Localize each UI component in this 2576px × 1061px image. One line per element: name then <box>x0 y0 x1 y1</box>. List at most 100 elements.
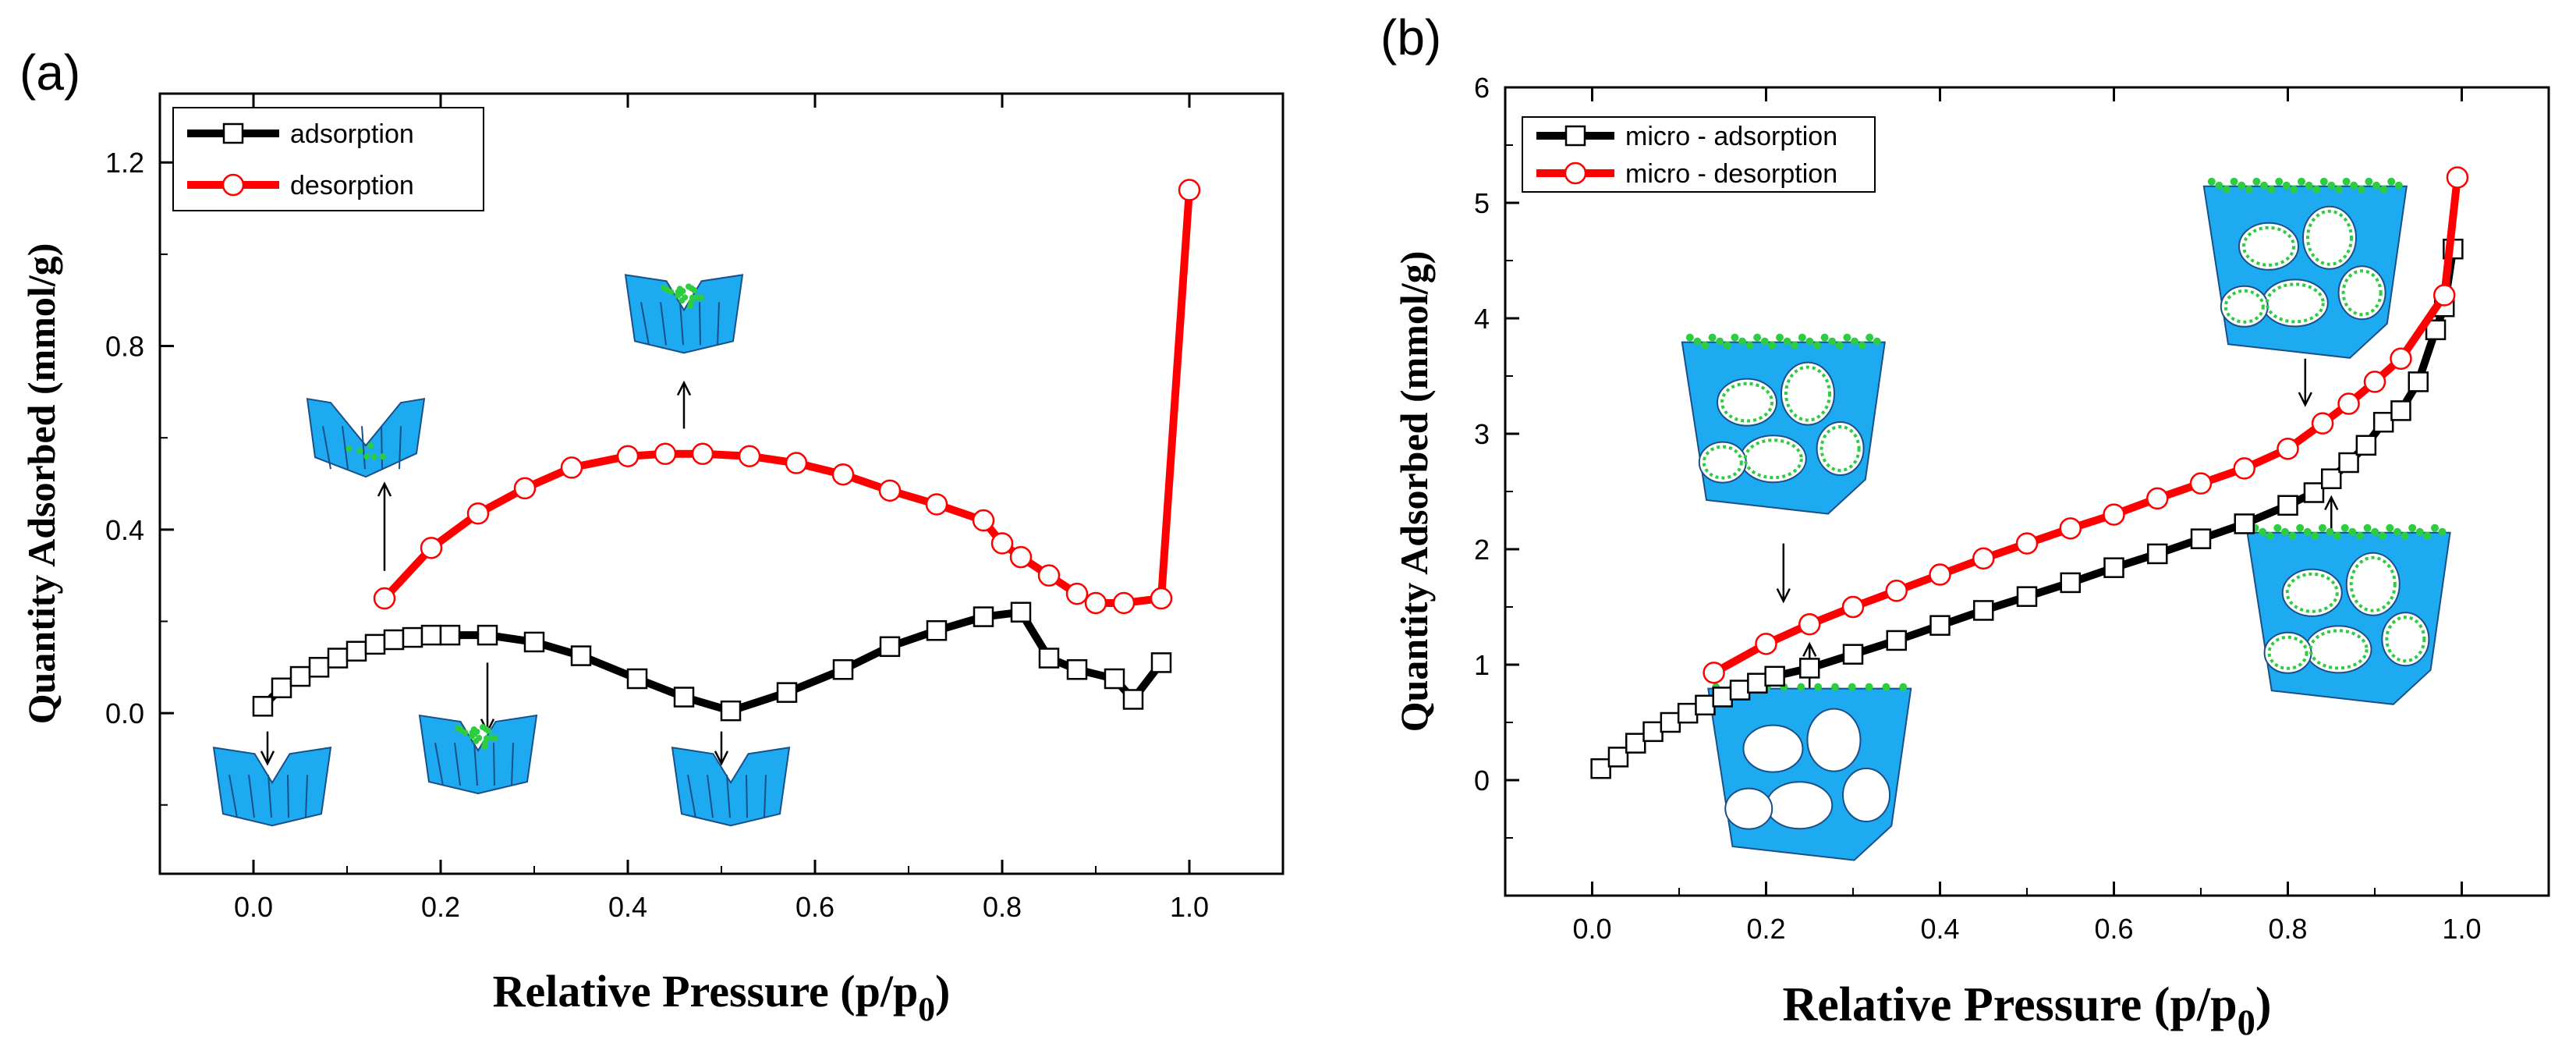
a-series-0-point-0 <box>252 696 274 717</box>
a-series-0-point-7 <box>383 629 405 651</box>
a-series-1-point-0 <box>373 587 396 610</box>
b-series-1-point-4 <box>1885 580 1908 602</box>
b-inset-3-molecule-14 <box>2355 531 2364 540</box>
b-x-tick-label-4: 0.8 <box>2268 913 2307 945</box>
a-series-0-point-9 <box>420 624 442 646</box>
b-inset-1-molecule-25 <box>1873 337 1881 346</box>
a-y-tick-label-2: 0.8 <box>105 331 144 363</box>
b-y-tick-label-2: 2 <box>1474 534 1490 566</box>
a-x-axis-title-sub: 0 <box>918 991 935 1028</box>
b-inset-2-molecule-4 <box>2238 181 2246 190</box>
b-inset-1-molecule-15 <box>1798 333 1806 342</box>
a-series-0-point-14 <box>626 668 648 690</box>
a-arrow-head-2 <box>714 751 729 766</box>
a-series-0-point-3 <box>308 657 330 678</box>
b-inset-2-pore-fill-4 <box>2341 269 2383 317</box>
b-inset-1-molecule-10 <box>1760 337 1769 346</box>
a-x-axis-title: Relative Pressure (p/p0) <box>493 966 951 1028</box>
a-series-0-point-1 <box>271 677 292 699</box>
a-inset-4-molecule-17 <box>661 284 668 291</box>
b-inset-3-molecule-8 <box>2311 531 2319 540</box>
panel-b-chart: (b) 0.0 0.2 0.4 0.6 0.8 1.0 0 1 2 3 4 5 6 Relative Pre… <box>1380 9 2550 1043</box>
panel-a-chart: (a) 0.0 0.2 0.4 0.6 0.8 1.0 0.0 0.4 0.8 1.2 Relativ… <box>19 44 1284 1028</box>
b-inset-1-pore-fill-2 <box>1743 438 1803 480</box>
b-inset-2-molecule-3 <box>2230 177 2238 186</box>
b-x-tick-label-3: 0.6 <box>2094 913 2133 945</box>
b-inset-2-pore-0 <box>2238 222 2299 271</box>
a-inset-1-molecule-9 <box>462 729 469 736</box>
b-series-1-point-11 <box>2189 472 2213 495</box>
b-inset-3-pore-fill-4 <box>2385 616 2426 663</box>
b-inset-0-pore-0 <box>1742 724 1804 773</box>
a-series-0-point-23 <box>1038 648 1060 669</box>
b-inset-1-molecule-3 <box>1708 333 1717 342</box>
b-series-0-point-5 <box>1677 702 1699 724</box>
a-series-0-point-15 <box>673 687 695 708</box>
b-inset-0-pore-2 <box>1766 781 1834 830</box>
b-inset-3-molecule-3 <box>2273 523 2282 532</box>
a-series-0-point-17 <box>776 682 798 703</box>
b-inset-1-molecule-24 <box>1866 333 1874 342</box>
b-inset-1-pore-fill-4 <box>1819 425 1861 472</box>
a-series-1-point-5 <box>616 445 640 467</box>
b-inset-3-pore-fill-3 <box>2267 635 2308 670</box>
b-inset-3-molecule-19 <box>2393 527 2401 536</box>
b-inset-3-pore-fill-2 <box>2308 629 2369 670</box>
b-inset-0-pore-1 <box>1806 708 1862 772</box>
b-inset-2-molecule-23 <box>2379 185 2388 193</box>
b-inset-2-molecule-0 <box>2207 177 2216 186</box>
b-inset-1-molecule-19 <box>1828 337 1837 346</box>
b-inset-3-molecule-25 <box>2438 527 2447 536</box>
b-inset-1-molecule-0 <box>1685 333 1694 342</box>
b-inset-3-molecule-24 <box>2430 523 2439 532</box>
a-inset-2-crack-3 <box>746 775 748 818</box>
b-x-tick-label-0: 0.0 <box>1572 913 1611 945</box>
b-inset-2-molecule-2 <box>2223 185 2231 193</box>
b-inset-3-molecule-16 <box>2371 527 2379 536</box>
b-inset-2-molecule-17 <box>2335 185 2343 193</box>
a-x-tick-label-1: 0.2 <box>421 891 460 923</box>
a-series-1-point-10 <box>831 463 855 486</box>
b-inset-1-molecule-9 <box>1753 333 1762 342</box>
b-inset-1-molecule-12 <box>1776 333 1784 342</box>
b-series-0-point-16 <box>2016 586 2038 607</box>
a-inset-3-molecule-1 <box>356 447 363 454</box>
a-x-axis-title-main: Relative Pressure (p/p <box>493 966 919 1017</box>
a-series-0-point-20 <box>926 619 948 641</box>
b-series-1-point-2 <box>1798 612 1821 636</box>
b-inset-3-pore-0 <box>2281 568 2343 617</box>
b-arrow-head-0 <box>1802 641 1817 657</box>
b-series-0-point-29 <box>2408 371 2429 392</box>
b-inset-2-pore-1 <box>2302 205 2357 270</box>
b-series-1-point-3 <box>1841 595 1865 619</box>
a-inset-0-crack-1 <box>248 775 255 818</box>
a-inset-2-crack-1 <box>707 775 714 818</box>
b-inset-3-molecule-18 <box>2386 523 2394 532</box>
b-series-0-point-12 <box>1842 644 1864 665</box>
a-arrow-head-3 <box>377 481 392 497</box>
a-inset-3-crack-4 <box>399 426 402 470</box>
b-inset-3-molecule-15 <box>2363 523 2372 532</box>
a-inset-0-crack-0 <box>229 775 238 818</box>
b-inset-1-molecule-22 <box>1851 337 1858 346</box>
b-inset-1-molecule-6 <box>1731 333 1739 342</box>
a-series-1-point-19 <box>1112 591 1136 615</box>
a-x-tick-label-4: 0.8 <box>983 891 1022 923</box>
b-inset-1-molecule-20 <box>1835 341 1844 350</box>
a-inset-4-molecule-15 <box>679 297 686 304</box>
b-inset-2-molecule-15 <box>2319 177 2328 186</box>
a-inset-4-crack-2 <box>679 302 684 346</box>
a-inset-3-molecule-4 <box>345 445 353 452</box>
b-series-0-point-20 <box>2190 528 2212 549</box>
b-inset-3-pore-2 <box>2305 625 2372 674</box>
b-series-0-point-25 <box>2338 452 2359 474</box>
b-inset-3-molecule-11 <box>2333 531 2342 540</box>
a-series-1-point-7 <box>691 442 714 466</box>
a-inset-3-crack-0 <box>322 425 331 470</box>
a-inset-1-crack-4 <box>511 743 514 786</box>
b-arrow-head-3 <box>2324 495 2339 510</box>
b-inset-3-molecule-21 <box>2408 523 2417 532</box>
b-inset-0-pore-4 <box>1842 768 1891 822</box>
b-legend-label-0: micro - adsorption <box>1625 122 1837 151</box>
